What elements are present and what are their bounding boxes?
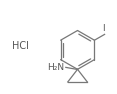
Text: H₂N: H₂N: [47, 63, 64, 72]
Text: I: I: [102, 24, 105, 33]
Text: HCl: HCl: [13, 41, 29, 51]
